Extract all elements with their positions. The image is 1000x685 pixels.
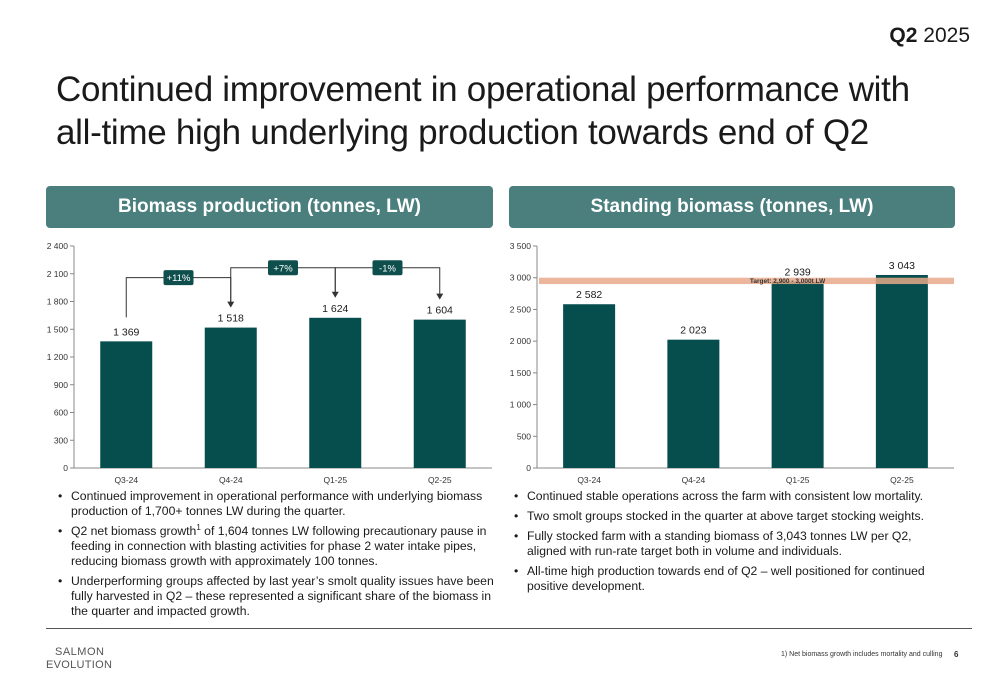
y-tick-label: 1 500 (510, 368, 532, 378)
change-badge (372, 260, 403, 276)
bar (413, 319, 466, 468)
x-tick-label: Q1-25 (786, 475, 810, 485)
logo-line1: SALMON (55, 646, 104, 658)
bar (309, 317, 362, 468)
x-tick-label: Q2-25 (890, 475, 914, 485)
bar (667, 339, 720, 468)
data-label: 1 624 (322, 303, 348, 315)
change-label: +11% (167, 273, 191, 284)
bullet-item: Q2 net biomass growth1 of 1,604 tonnes L… (56, 522, 496, 569)
data-label: 3 043 (889, 260, 915, 272)
y-tick-label: 1 800 (47, 297, 69, 307)
bullet-item: Two smolt groups stocked in the quarter … (512, 509, 952, 524)
bullet-item: Underperforming groups affected by last … (56, 574, 496, 619)
y-tick-label: 1 200 (47, 352, 69, 362)
footer-divider (46, 628, 972, 629)
y-tick-label: 1 000 (510, 400, 532, 410)
x-tick-label: Q1-25 (323, 475, 347, 485)
x-tick-label: Q4-24 (219, 475, 243, 485)
bar (563, 304, 616, 468)
change-label: -1% (379, 263, 396, 274)
bullet-item: Continued improvement in operational per… (56, 489, 496, 519)
y-tick-label: 3 000 (510, 273, 532, 283)
y-tick-label: 0 (63, 463, 68, 473)
footnote-marker: 1 (196, 522, 201, 532)
data-label: 1 604 (427, 305, 453, 317)
bullet-item: Fully stocked farm with a standing bioma… (512, 529, 952, 559)
y-tick-label: 3 500 (510, 241, 532, 251)
biomass-production-heading: Biomass production (tonnes, LW) (46, 186, 493, 228)
data-label: 1 518 (218, 313, 244, 325)
bullet-item: All-time high production towards end of … (512, 564, 952, 594)
x-tick-label: Q2-25 (428, 475, 452, 485)
y-tick-label: 600 (54, 408, 68, 418)
period-quarter: Q2 (889, 24, 918, 47)
bar (204, 327, 257, 468)
x-tick-label: Q3-24 (114, 475, 138, 485)
bar (771, 281, 824, 468)
y-tick-label: 2 100 (47, 269, 69, 279)
y-tick-label: 2 000 (510, 336, 532, 346)
period-label: Q2 2025 (889, 24, 970, 48)
standing-biomass-chart: 0 500 1 000 1 500 2 000 2 500 3 000 3 500 Q3-24 Q… (510, 241, 954, 485)
change-arrowhead (227, 301, 235, 308)
y-tick-label: 500 (517, 431, 531, 441)
bar (100, 341, 153, 468)
bullet-text: of 1,604 tonnes LW following precautiona… (71, 524, 487, 568)
y-tick-label: 2 400 (47, 241, 69, 251)
salmon-evolution-logo: SALMON EVOLUTION (46, 646, 112, 671)
target-band-label: Target: 2,900 - 3,000t LW (750, 278, 826, 285)
y-tick-label: 0 (526, 463, 531, 473)
period-year: 2025 (923, 24, 970, 47)
y-tick-label: 2 500 (510, 304, 532, 314)
x-tick-label: Q4-24 (682, 475, 706, 485)
change-badge (163, 270, 194, 286)
standing-biomass-heading: Standing biomass (tonnes, LW) (509, 186, 955, 228)
page-title: Continued improvement in operational per… (56, 70, 910, 152)
change-label: +7% (273, 263, 293, 274)
y-tick-label: 1 500 (47, 324, 69, 334)
x-tick-label: Q3-24 (577, 475, 601, 485)
bullet-item: Continued stable operations across the f… (512, 489, 952, 504)
y-tick-label: 300 (54, 435, 68, 445)
target-band (539, 277, 954, 285)
page-number: 6 (954, 650, 959, 659)
change-arrowhead (331, 291, 339, 298)
data-label: 2 023 (680, 325, 706, 337)
change-arrowhead (436, 293, 444, 300)
bullet-text: Q2 net biomass growth (71, 524, 197, 538)
change-badge (268, 260, 298, 276)
y-tick-label: 900 (54, 380, 68, 390)
standing-biomass-bullets: Continued stable operations across the f… (512, 489, 952, 599)
data-label: 1 369 (113, 326, 139, 338)
bar (875, 274, 928, 468)
data-label: 2 939 (784, 267, 810, 279)
logo-line2: EVOLUTION (46, 659, 112, 671)
footnote: 1) Net biomass growth includes mortality… (781, 651, 943, 658)
biomass-production-chart: 0 300 600 900 1 200 1 500 1 800 2 100 2 400 Q3-24… (47, 241, 492, 485)
biomass-production-bullets: Continued improvement in operational per… (56, 489, 496, 624)
data-label: 2 582 (576, 289, 602, 301)
